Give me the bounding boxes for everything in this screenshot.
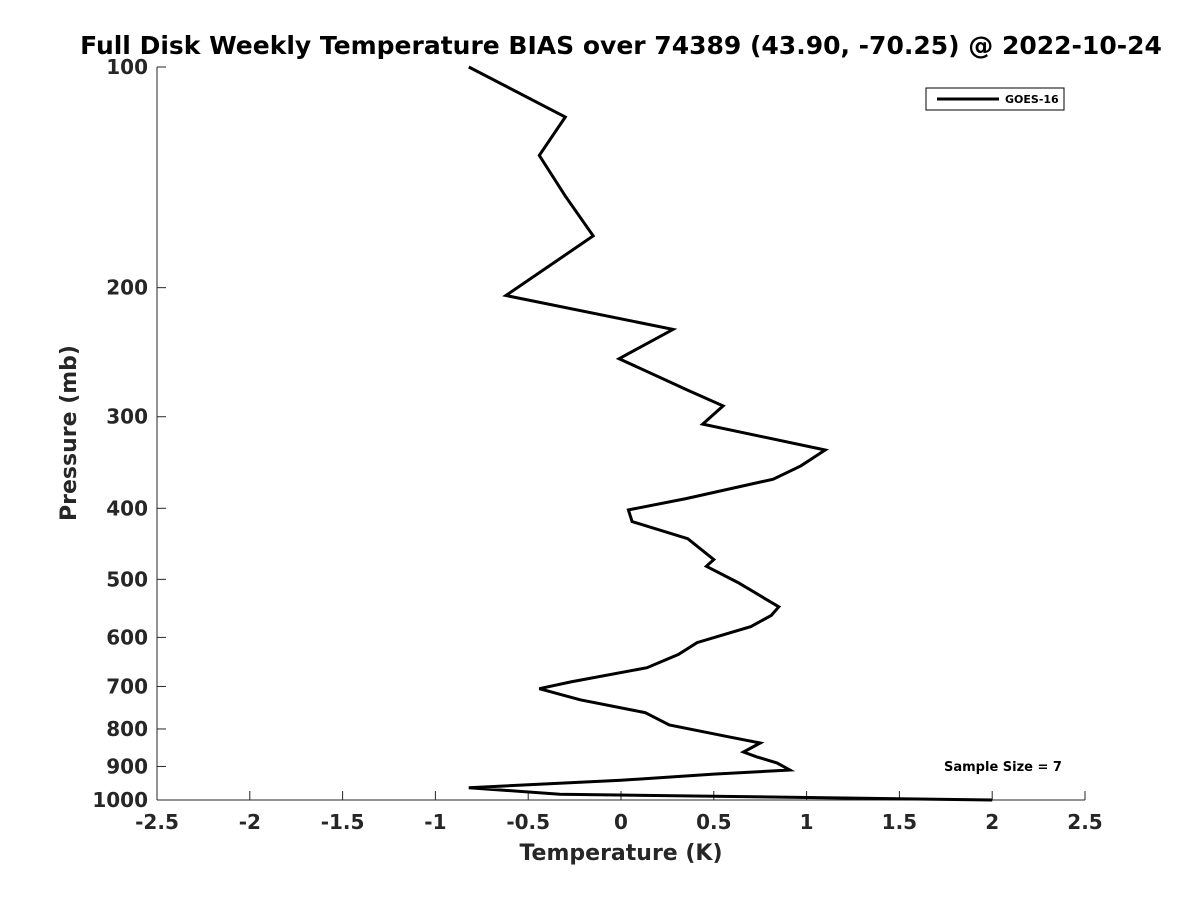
x-tick-label: 2: [985, 810, 999, 834]
y-tick-label: 600: [106, 625, 148, 649]
x-tick-label: -0.5: [506, 810, 550, 834]
y-tick-label: 400: [106, 496, 148, 520]
x-tick-label: 1: [800, 810, 814, 834]
y-axis-ticks: 100 200 300 400 500 600 700 800 900 1000: [92, 55, 166, 812]
x-tick-label: -2.5: [135, 810, 179, 834]
y-tick-label: 500: [106, 567, 148, 591]
x-axis-ticks: -2.5 -2 -1.5 -1 -0.5 0 0.5 1 1.5 2 2.5: [135, 791, 1103, 834]
x-tick-label: 2.5: [1067, 810, 1102, 834]
x-tick-label: -1.5: [321, 810, 365, 834]
y-tick-label: 800: [106, 717, 148, 741]
series-line-goes-16: [468, 65, 993, 802]
y-tick-label: 200: [106, 276, 148, 300]
y-tick-label: 100: [106, 55, 148, 79]
series-layer: [468, 65, 993, 802]
axes: [156, 67, 1085, 801]
x-tick-label: 0: [614, 810, 628, 834]
y-tick-label: 300: [106, 405, 148, 429]
chart-title: Full Disk Weekly Temperature BIAS over 7…: [80, 31, 1162, 60]
y-tick-label: 700: [106, 674, 148, 698]
x-tick-label: 1.5: [882, 810, 917, 834]
legend-label-goes-16: GOES-16: [1005, 93, 1059, 106]
y-tick-label: 900: [106, 754, 148, 778]
x-tick-label: -2: [239, 810, 261, 834]
x-axis-label: Temperature (K): [519, 841, 722, 866]
x-tick-label: 0.5: [696, 810, 731, 834]
y-axis-label: Pressure (mb): [57, 345, 82, 521]
y-tick-label: 1000: [92, 788, 148, 812]
legend: GOES-16: [925, 87, 1065, 111]
x-tick-label: -1: [424, 810, 446, 834]
sample-size-annotation: Sample Size = 7: [944, 760, 1062, 775]
